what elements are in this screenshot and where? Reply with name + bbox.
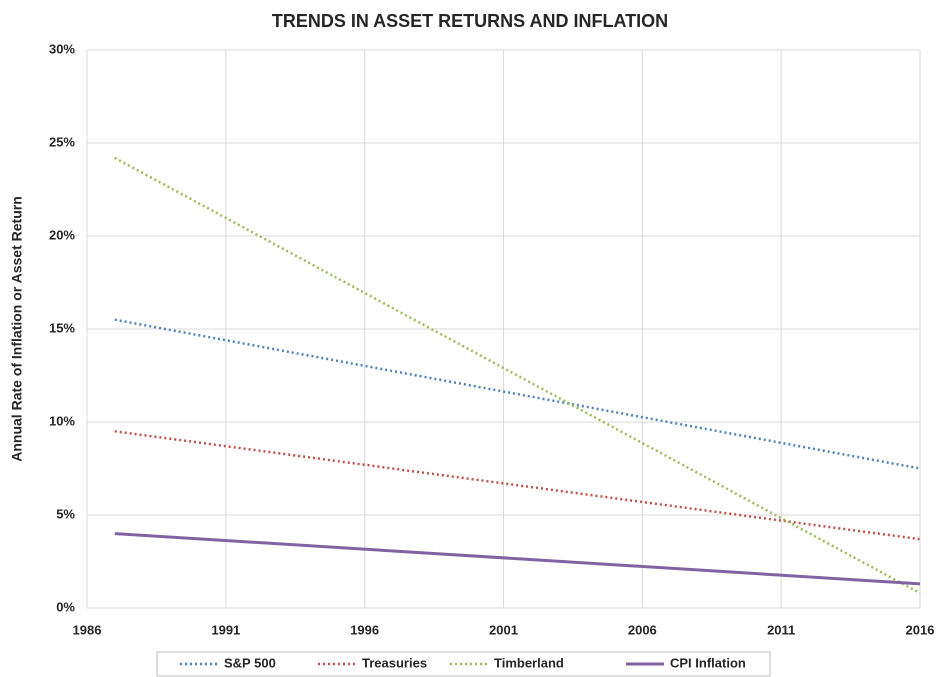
y-tick-label: 0% bbox=[56, 599, 75, 614]
x-tick-label: 1996 bbox=[350, 622, 379, 637]
x-tick-label: 2011 bbox=[767, 622, 795, 637]
series-line bbox=[114, 318, 921, 470]
y-tick-label: 5% bbox=[56, 506, 75, 521]
series-line bbox=[114, 156, 921, 595]
legend-label: Treasuries bbox=[362, 655, 427, 670]
y-tick-label: 30% bbox=[49, 41, 75, 56]
legend-label: S&P 500 bbox=[224, 655, 276, 670]
x-tick-label: 2001 bbox=[489, 622, 518, 637]
y-tick-label: 15% bbox=[49, 320, 75, 335]
y-tick-label: 25% bbox=[49, 134, 75, 149]
legend-box bbox=[156, 651, 771, 677]
series-line bbox=[114, 532, 921, 586]
x-tick-label: 2006 bbox=[628, 622, 657, 637]
legend-label: Timberland bbox=[494, 655, 564, 670]
y-tick-label: 20% bbox=[49, 227, 75, 242]
x-tick-label: 1986 bbox=[73, 622, 102, 637]
chart-title: TRENDS IN ASSET RETURNS AND INFLATION bbox=[272, 11, 668, 31]
x-tick-label: 2016 bbox=[906, 622, 935, 637]
legend-label: CPI Inflation bbox=[670, 655, 746, 670]
y-tick-label: 10% bbox=[49, 413, 75, 428]
y-axis-label: Annual Rate of Inflation or Asset Return bbox=[9, 196, 25, 462]
series-line bbox=[114, 430, 921, 541]
x-tick-label: 1991 bbox=[211, 622, 240, 637]
